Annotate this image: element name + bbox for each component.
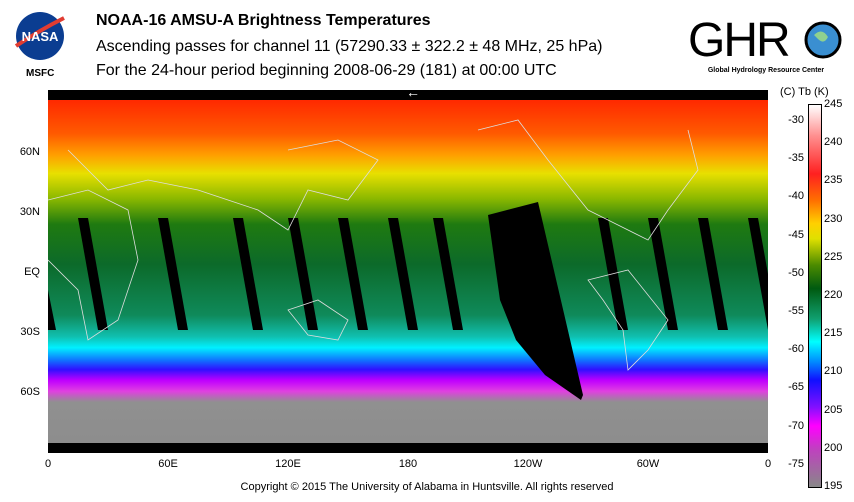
kelvin-tick: 205	[824, 403, 843, 416]
lon-label: 0	[44, 458, 52, 470]
lat-label: 60N	[19, 146, 40, 158]
celsius-tick: -65	[788, 381, 804, 394]
orbit-gap-swath	[158, 218, 188, 330]
no-data-north	[48, 90, 768, 100]
lon-label: 0	[764, 458, 772, 470]
nasa-msfc-label: MSFC	[26, 68, 55, 79]
celsius-tick: -50	[788, 266, 804, 279]
kelvin-tick: 235	[824, 174, 843, 187]
copyright: Copyright © 2015 The University of Alaba…	[240, 481, 614, 493]
kelvin-tick: 210	[824, 365, 843, 378]
orbit-gap-swath	[288, 218, 318, 330]
period: For the 24-hour period beginning 2008-06…	[96, 62, 557, 79]
colorbar	[808, 104, 822, 488]
orbit-gap-swath	[48, 290, 56, 330]
celsius-tick: -55	[788, 305, 804, 317]
lon-label: 180	[398, 458, 418, 470]
celsius-tick: -75	[788, 457, 804, 470]
direction-arrow: ←	[406, 84, 420, 100]
orbit-gap-swath	[338, 218, 368, 330]
subtitle: Ascending passes for channel 11 (57290.3…	[96, 38, 603, 55]
celsius-tick: -35	[788, 152, 804, 165]
lat-label: EQ	[24, 266, 40, 278]
lat-label: 30N	[19, 206, 40, 218]
kelvin-tick: 230	[824, 212, 843, 225]
orbit-gap-swath	[433, 218, 463, 330]
celsius-tick: -40	[788, 190, 804, 203]
svg-text:Global Hydrology Resource Cent: Global Hydrology Resource Center	[708, 67, 825, 74]
kelvin-tick: 215	[824, 327, 843, 340]
orbit-gap-swath	[388, 218, 418, 330]
kelvin-tick: 225	[824, 250, 843, 263]
kelvin-tick: 245	[824, 98, 843, 110]
svg-text:GHR: GHR	[688, 14, 789, 67]
nasa-logo: NASA	[14, 10, 66, 62]
ghrc-logo: GHR Global Hydrology Resource Center	[686, 10, 846, 75]
celsius-tick: -70	[788, 419, 804, 432]
kelvin-tick: 220	[824, 289, 843, 301]
no-data-south	[48, 443, 768, 453]
orbit-gap-swath	[648, 218, 678, 330]
lon-label: 120E	[275, 458, 301, 470]
celsius-tick: -60	[788, 343, 804, 356]
svg-text:NASA: NASA	[22, 29, 59, 44]
data-gap-wedge	[488, 202, 583, 400]
lat-label: 30S	[20, 326, 40, 338]
lon-label: 120W	[513, 458, 543, 470]
lat-label: 60S	[20, 386, 40, 398]
celsius-tick: -30	[788, 114, 804, 126]
kelvin-tick: 195	[824, 480, 843, 492]
lon-label: 60W	[636, 458, 660, 470]
celsius-tick: -45	[788, 228, 804, 241]
kelvin-tick: 240	[824, 136, 843, 149]
colorbar-header: (C) Tb (K)	[780, 86, 829, 98]
orbit-gap-swath	[78, 218, 108, 330]
coastlines	[47, 119, 699, 371]
map	[47, 90, 778, 453]
orbit-gap-swath	[698, 218, 728, 330]
orbit-gap-swath	[233, 218, 263, 330]
kelvin-tick: 200	[824, 441, 843, 454]
title: NOAA-16 AMSU-A Brightness Temperatures	[96, 12, 431, 29]
lon-label: 60E	[158, 458, 178, 470]
